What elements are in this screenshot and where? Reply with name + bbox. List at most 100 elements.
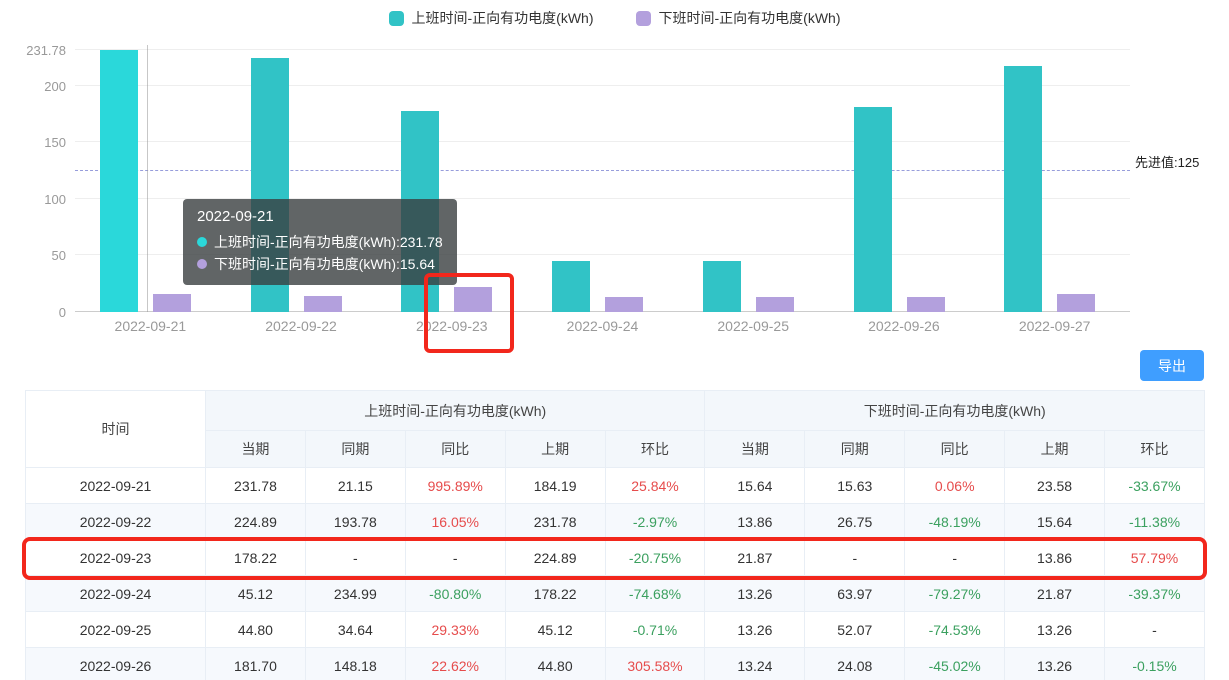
- row-value-cell: 13.26: [704, 611, 806, 648]
- comparison-table: 时间 上班时间-正向有功电度(kWh) 下班时间-正向有功电度(kWh) 当期 同期 同比…: [25, 390, 1205, 680]
- bar-offwork-2022-09-25[interactable]: [755, 297, 794, 312]
- row-value-cell: 178.22: [205, 539, 306, 576]
- row-value-cell: 13.26: [704, 575, 806, 612]
- row-value-cell: -11.38%: [1104, 503, 1205, 540]
- bar-work-2022-09-24[interactable]: [552, 261, 591, 312]
- table-body: 2022-09-21 231.78 21.15 995.89% 184.19 25.84%…: [25, 467, 1205, 680]
- row-value-cell: 224.89: [205, 503, 306, 540]
- bar-offwork-2022-09-26[interactable]: [906, 297, 945, 312]
- sub-header: 同比: [904, 430, 1006, 468]
- tooltip-item-0: 上班时间-正向有功电度(kWh):231.78: [197, 231, 443, 253]
- row-value-cell: 178.22: [504, 575, 606, 612]
- row-value-cell: 44.80: [504, 647, 606, 680]
- bar-group-2022-09-25: [678, 50, 829, 312]
- reference-line: [75, 169, 1130, 171]
- row-value-cell: -: [404, 539, 506, 576]
- y-tick-label: 231.78: [26, 43, 66, 58]
- row-value-cell: 0.06%: [904, 467, 1006, 504]
- bar-group-2022-09-26: [829, 50, 980, 312]
- row-value-cell: 52.07: [804, 611, 906, 648]
- gridline: [75, 84, 1130, 86]
- row-value-cell: 231.78: [504, 503, 606, 540]
- row-value-cell: -: [804, 539, 906, 576]
- row-value-cell: 181.70: [205, 647, 306, 680]
- bar-group-2022-09-21: [75, 50, 226, 312]
- bar-work-2022-09-25[interactable]: [702, 261, 741, 312]
- table-row-2022-09-21: 2022-09-21 231.78 21.15 995.89% 184.19 25.84%…: [25, 467, 1205, 504]
- tooltip-item-text: 下班时间-正向有功电度(kWh):15.64: [214, 256, 435, 272]
- gridline: [75, 254, 1130, 256]
- bar-work-2022-09-27[interactable]: [1004, 65, 1043, 312]
- x-tick-label: 2022-09-23: [415, 318, 488, 334]
- bar-offwork-2022-09-27[interactable]: [1057, 294, 1096, 312]
- row-value-cell: -2.97%: [604, 503, 706, 540]
- chart-legend: 上班时间-正向有功电度(kWh) 下班时间-正向有功电度(kWh): [0, 8, 1229, 28]
- row-value-cell: -79.27%: [904, 575, 1006, 612]
- row-value-cell: 26.75: [804, 503, 906, 540]
- sub-header: 同期: [304, 430, 406, 468]
- row-value-cell: 148.18: [304, 647, 406, 680]
- row-value-cell: 193.78: [304, 503, 406, 540]
- bar-offwork-2022-09-21[interactable]: [153, 294, 191, 312]
- x-tick-label: 2022-09-27: [1018, 318, 1091, 334]
- row-value-cell: 45.12: [205, 575, 306, 612]
- data-table: 时间 上班时间-正向有功电度(kWh) 下班时间-正向有功电度(kWh) 当期 同期 同比…: [25, 390, 1206, 680]
- y-axis-labels: 0 50 100 150 200 231.78: [0, 43, 66, 320]
- row-value-cell: -: [904, 539, 1006, 576]
- table-sub-header-row: 当期 同期 同比 上期 环比 当期 同期 同比 上期 环比: [26, 430, 1205, 468]
- row-value-cell: 21.87: [1004, 575, 1106, 612]
- gridline: [75, 311, 1130, 312]
- row-value-cell: 13.26: [1004, 611, 1106, 648]
- tooltip-title: 2022-09-21: [197, 208, 274, 225]
- row-value-cell: 13.26: [1004, 647, 1106, 680]
- reference-line-label: 先进值:125: [1135, 155, 1200, 170]
- row-value-cell: 29.33%: [404, 611, 506, 648]
- row-value-cell: 22.62%: [404, 647, 506, 680]
- sub-header: 同比: [404, 430, 506, 468]
- row-value-cell: 13.86: [704, 503, 806, 540]
- row-value-cell: 24.08: [804, 647, 906, 680]
- x-tick-label: 2022-09-25: [717, 318, 789, 334]
- group-header-0: 上班时间-正向有功电度(kWh): [204, 390, 706, 431]
- row-value-cell: 25.84%: [604, 467, 706, 504]
- y-tick-label: 50: [51, 248, 66, 264]
- row-value-cell: -74.68%: [604, 575, 706, 612]
- table-group-header-row: 时间 上班时间-正向有功电度(kWh) 下班时间-正向有功电度(kWh): [25, 390, 1205, 468]
- bar-work-2022-09-26[interactable]: [853, 106, 892, 312]
- row-value-cell: -0.71%: [604, 611, 706, 648]
- row-value-cell: -48.19%: [904, 503, 1006, 540]
- legend-swatch-icon: [635, 10, 651, 26]
- row-time-cell: 2022-09-26: [25, 647, 206, 680]
- bar-offwork-2022-09-22[interactable]: [303, 296, 342, 312]
- row-value-cell: 224.89: [504, 539, 606, 576]
- gridline: [75, 49, 1130, 50]
- row-value-cell: -33.67%: [1104, 467, 1205, 504]
- legend-item-0[interactable]: 上班时间-正向有功电度(kWh): [388, 8, 594, 28]
- bar-work-2022-09-21[interactable]: [100, 50, 138, 312]
- bar-offwork-2022-09-24[interactable]: [605, 297, 644, 312]
- x-tick-label: 2022-09-21: [114, 318, 187, 334]
- sub-header: 当期: [205, 430, 306, 468]
- row-value-cell: 13.24: [704, 647, 806, 680]
- row-time-cell: 2022-09-21: [25, 467, 206, 504]
- group-header-1: 下班时间-正向有功电度(kWh): [704, 390, 1205, 431]
- tooltip-series-dot: [197, 259, 207, 269]
- time-column-header: 时间: [25, 390, 206, 468]
- legend-item-1[interactable]: 下班时间-正向有功电度(kWh): [635, 8, 841, 28]
- tooltip-series-dot: [197, 237, 207, 247]
- row-value-cell: 23.58: [1004, 467, 1106, 504]
- row-time-cell: 2022-09-23: [25, 539, 206, 576]
- legend-swatch-icon: [388, 10, 404, 26]
- row-value-cell: 231.78: [205, 467, 306, 504]
- bar-chart: 上班时间-正向有功电度(kWh) 下班时间-正向有功电度(kWh) 0 50 100 1…: [0, 8, 1229, 353]
- export-button[interactable]: 导出: [1140, 350, 1204, 381]
- bar-offwork-2022-09-23[interactable]: [454, 287, 493, 312]
- bar-group-2022-09-27: [979, 50, 1130, 312]
- row-value-cell: 21.15: [304, 467, 406, 504]
- y-tick-label: 100: [44, 191, 66, 207]
- row-value-cell: 995.89%: [404, 467, 506, 504]
- row-value-cell: -74.53%: [904, 611, 1006, 648]
- x-tick-label: 2022-09-26: [868, 318, 940, 334]
- chart-tooltip: 2022-09-21 上班时间-正向有功电度(kWh):231.78 下班时间-正…: [183, 199, 457, 285]
- row-value-cell: 13.86: [1004, 539, 1106, 576]
